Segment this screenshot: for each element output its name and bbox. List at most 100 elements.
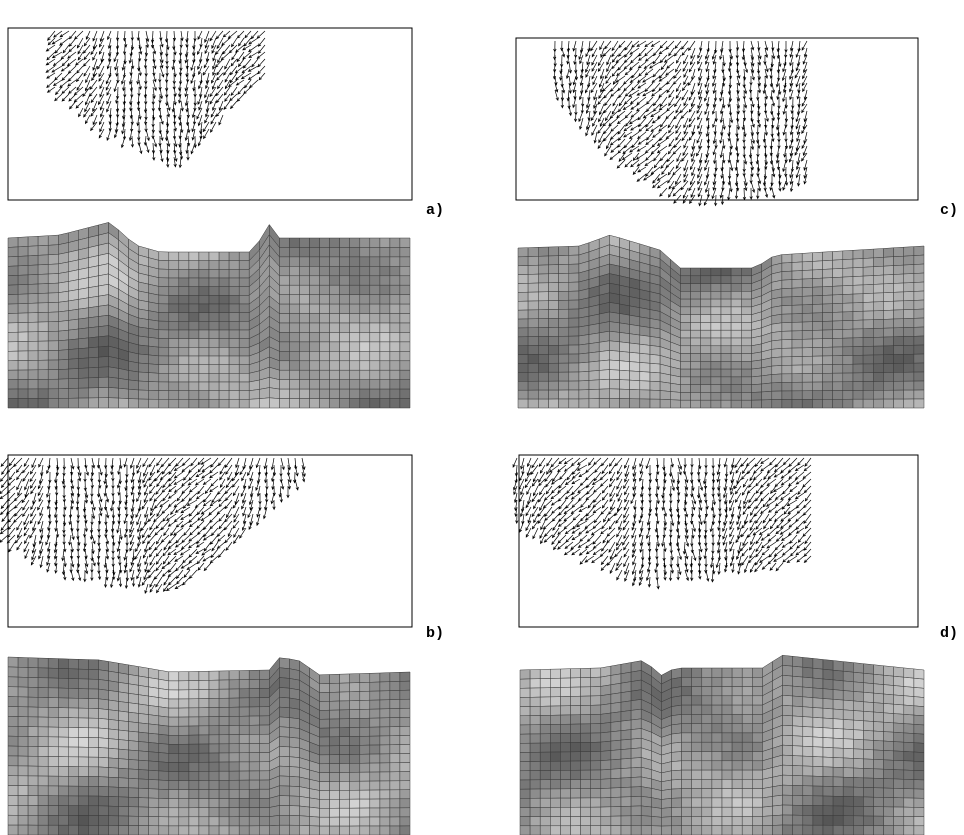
mesh-cell	[99, 786, 109, 796]
mesh-cell	[682, 742, 692, 751]
mesh-cell	[99, 757, 109, 767]
mesh-cell	[129, 750, 139, 760]
mesh-cell	[712, 677, 722, 686]
mesh-cell	[569, 381, 579, 390]
mesh-cell	[712, 714, 722, 723]
mesh-cell	[782, 254, 792, 263]
mesh-cell	[853, 373, 863, 382]
mesh-cell	[330, 380, 340, 389]
mesh-cell	[843, 816, 853, 826]
mesh-cell	[99, 336, 109, 347]
mesh-cell	[169, 391, 179, 400]
mesh-cell	[853, 267, 863, 276]
mesh-cell	[691, 369, 701, 377]
mesh-cell	[279, 370, 289, 380]
mesh-cell	[149, 346, 159, 356]
mesh-cell	[661, 789, 671, 799]
mesh-cell	[340, 361, 350, 370]
mesh-cell	[874, 703, 884, 713]
mesh-cell	[199, 780, 209, 789]
mesh-cell	[812, 261, 822, 270]
mesh-cell	[88, 738, 98, 748]
mesh-cell	[330, 781, 340, 790]
mesh-cell	[330, 295, 340, 304]
mesh-cell	[722, 770, 732, 779]
mesh-cell	[672, 826, 682, 835]
mesh-cell	[802, 348, 812, 357]
mesh-cell	[169, 347, 179, 356]
mesh-cell	[731, 276, 741, 284]
mesh-cell	[732, 798, 742, 807]
mesh-cell	[99, 367, 109, 378]
mesh-cell	[299, 266, 309, 276]
mesh-cell	[802, 287, 812, 296]
mesh-cell	[833, 277, 843, 286]
mesh-cell	[88, 728, 98, 738]
mesh-cell	[843, 373, 853, 382]
mesh-cell	[904, 256, 914, 266]
mesh-cell	[239, 373, 249, 382]
mesh-cell	[289, 238, 299, 247]
mesh-cell	[279, 361, 289, 370]
mesh-cell	[691, 299, 701, 307]
mesh-cell	[58, 369, 68, 379]
mesh-cell	[883, 257, 893, 267]
mesh-cell	[229, 725, 239, 734]
mesh-cell	[320, 773, 330, 782]
mesh-cell	[601, 713, 611, 724]
mesh-cell	[78, 786, 88, 796]
mesh-cell	[601, 685, 611, 696]
mesh-cell	[390, 247, 400, 257]
mesh-cell	[569, 372, 579, 381]
mesh-cell	[752, 668, 762, 677]
mesh-cell	[239, 725, 249, 734]
mesh-cell	[802, 270, 812, 279]
mesh-cell	[833, 251, 843, 260]
mesh-cell	[8, 706, 18, 716]
mesh-cell	[209, 356, 219, 365]
mesh-cell	[229, 261, 239, 270]
mesh-cell	[129, 380, 139, 390]
mesh-cell	[58, 659, 68, 669]
mesh-cell	[559, 309, 569, 318]
mesh-cell	[219, 808, 229, 817]
mesh-cell	[209, 753, 219, 762]
mesh-cell	[783, 705, 793, 716]
mesh-cell	[109, 398, 119, 408]
mesh-cell	[550, 697, 560, 706]
mesh-cell	[682, 724, 692, 733]
mesh-cell	[390, 699, 400, 708]
mesh-cell	[833, 670, 843, 681]
mesh-cell	[330, 266, 340, 276]
mesh-cell	[894, 363, 904, 372]
mesh-cell	[793, 815, 803, 825]
mesh-cell	[680, 338, 690, 346]
mesh-cell	[229, 399, 239, 408]
mesh-cell	[843, 710, 853, 720]
mesh-cell	[560, 687, 570, 697]
mesh-cell	[400, 790, 410, 799]
mesh-cell	[833, 661, 843, 672]
mesh-cell	[863, 721, 873, 731]
mesh-cell	[38, 697, 48, 707]
mesh-cell	[904, 779, 914, 789]
mesh-cell	[189, 708, 199, 717]
mesh-cell	[782, 382, 792, 391]
mesh-cell	[591, 751, 601, 761]
mesh-cell	[701, 400, 711, 408]
mesh-cell	[179, 269, 189, 278]
mesh-cell	[721, 392, 731, 400]
mesh-cell	[189, 373, 199, 382]
mesh-cell	[259, 698, 269, 707]
mesh-cell	[823, 699, 833, 710]
mesh-cell	[18, 825, 28, 835]
mesh-cell	[823, 356, 833, 365]
mesh-cell	[78, 747, 88, 757]
mesh-cell	[400, 361, 410, 370]
mesh-cell	[149, 382, 159, 391]
mesh-cell	[279, 806, 289, 816]
mesh-cell	[843, 382, 853, 391]
mesh-cell	[783, 805, 793, 815]
mesh-cell	[169, 790, 179, 799]
mesh-cell	[400, 735, 410, 744]
